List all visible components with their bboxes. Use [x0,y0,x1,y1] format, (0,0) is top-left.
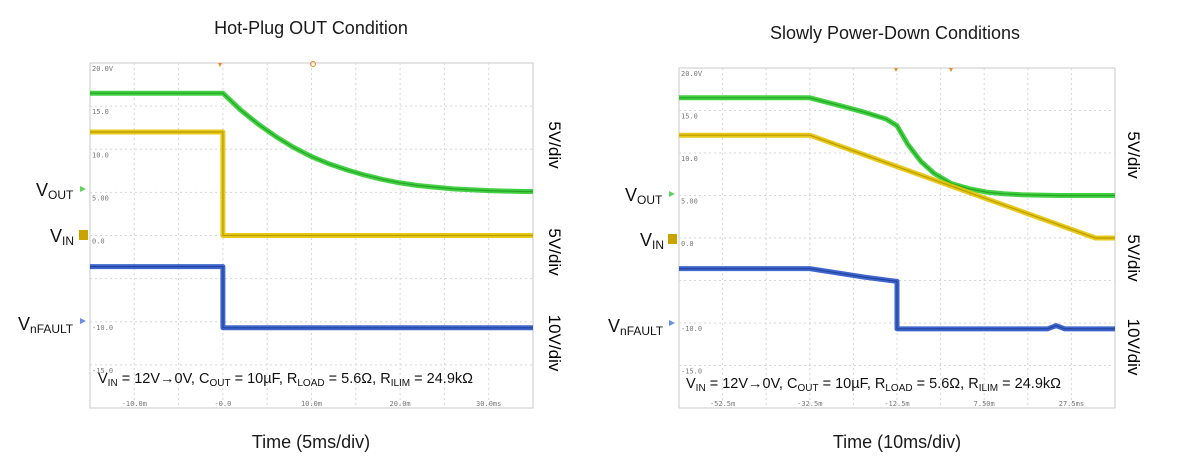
x-tick-label: -12.5m [884,400,909,408]
x-tick-label: -10.0m [122,400,147,408]
x-tick-label: 10.0m [301,400,322,408]
channel-marker-icon [79,230,88,240]
y-tick-label: 15.0 [681,113,698,121]
y-tick-label: 20.0V [92,65,114,73]
panel-slow-power-down: Slowly Power-Down Conditions 20.0V 15.0 10… [608,23,1143,452]
channel-marker-icon [669,320,675,326]
channel-label-vout: VOUT [625,185,663,207]
scale-label-vin: 5V/div [545,228,564,276]
channel-label-vin: VIN [50,226,74,248]
channel-marker-icon [668,234,677,244]
series-vout-core [679,97,1115,197]
y-tick-label: 20.0V [681,70,703,78]
chart-title: Hot-Plug OUT Condition [214,18,408,38]
series-vin-core [90,131,533,237]
channel-marker-icon [80,318,86,324]
test-condition: VIN = 12V→0V, COUT = 10µF, RLOAD = 5.6Ω,… [686,376,1061,394]
channel-marker-icon [669,191,675,197]
series-vout-core [90,92,533,193]
x-tick-labels: -10.0m -0.0 10.0m 20.0m 30.0ms [122,400,502,408]
trigger-position-marker [949,68,953,72]
scale-label-vin: 5V/div [1124,234,1143,282]
x-tick-label: -32.5m [797,400,822,408]
trigger-position-marker [310,61,316,67]
x-axis-label: Time (10ms/div) [833,432,961,452]
y-tick-label: -10.0 [92,324,113,332]
test-condition: VIN = 12V→0V, COUT = 10µF, RLOAD = 5.6Ω,… [98,371,473,389]
x-tick-label: 30.0ms [476,400,501,408]
trigger-marker [894,68,898,72]
series-group [90,90,533,331]
channel-marker-icon [80,186,86,192]
scale-label-vout: 5V/div [1124,131,1143,179]
y-tick-label: 15.0 [92,108,109,116]
x-tick-label: 20.0m [390,400,411,408]
y-tick-label: 10.0 [92,151,109,159]
chart-title: Slowly Power-Down Conditions [770,23,1020,43]
x-tick-label: -0.0 [214,400,231,408]
y-tick-labels: 20.0V 15.0 10.0 5.00 0.0 -10.0 -15.0 [92,65,114,375]
scale-label-vnfault: 10V/div [545,315,564,372]
x-tick-labels: -52.5m -32.5m -12.5m 7.50m 27.5ms [710,400,1084,408]
series-group [679,95,1115,332]
x-tick-label: 7.50m [974,400,995,408]
series-vnfault-core [679,268,1115,330]
y-tick-label: 5.00 [681,198,698,206]
channel-label-vnfault: VnFAULT [18,314,74,336]
x-tick-label: -52.5m [710,400,735,408]
channel-label-vnfault: VnFAULT [608,316,664,338]
x-tick-label: 27.5ms [1059,400,1084,408]
x-axis-label: Time (5ms/div) [252,432,370,452]
y-tick-label: -10.0 [681,325,702,333]
y-tick-label: 0.0 [681,240,694,248]
trigger-marker [218,63,222,67]
series-vin-core [679,134,1115,239]
y-tick-label: -15.0 [681,368,702,376]
channel-label-vin: VIN [640,230,664,252]
y-tick-label: 5.00 [92,194,109,202]
series-vnfault-core [90,266,533,329]
y-tick-label: 0.0 [92,238,105,246]
y-tick-label: 10.0 [681,155,698,163]
y-tick-label: -15.0 [92,367,113,375]
scale-label-vnfault: 10V/div [1124,319,1143,376]
panel-hot-plug-out: Hot-Plug OUT Condition 20.0V 15.0 10.0 5.00… [18,18,564,452]
channel-label-vout: VOUT [36,180,74,202]
y-tick-labels: 20.0V 15.0 10.0 5.00 0.0 -10.0 -15.0 [681,70,703,376]
scale-label-vout: 5V/div [545,121,564,169]
